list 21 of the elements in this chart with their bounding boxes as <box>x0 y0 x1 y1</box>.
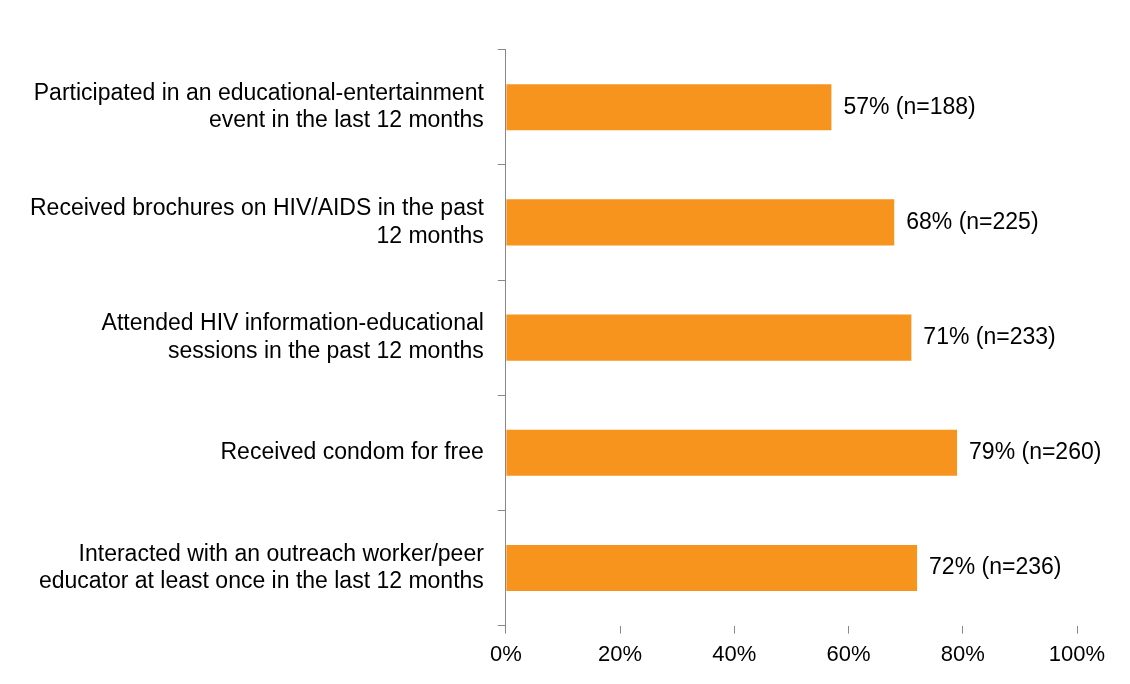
x-tick-label: 20% <box>598 640 643 666</box>
data-label: 57% (n=188) <box>843 92 976 119</box>
bar <box>506 544 918 592</box>
y-tick-label: Attended HIV information-educational sessions in the past 12 months <box>101 309 484 363</box>
y-tick-label: Received condom for free <box>220 438 484 465</box>
y-tick-label: Participated in an educational-entertainment event in the last 12 months <box>33 78 485 133</box>
bar <box>506 429 958 476</box>
x-tick-label: 60% <box>826 640 871 666</box>
bar <box>506 314 912 361</box>
y-tick-label: Received brochures on HIV/AIDS in the past 12 months <box>29 193 485 248</box>
data-label: 68% (n=225) <box>906 207 1039 234</box>
x-tick-label: 100% <box>1048 640 1106 666</box>
x-tick-label: 0% <box>489 640 522 666</box>
data-label: 71% (n=233) <box>923 322 1056 349</box>
bar <box>506 199 895 246</box>
bar <box>506 84 832 131</box>
x-tick-label: 80% <box>940 640 985 666</box>
data-label: 72% (n=236) <box>929 553 1062 580</box>
data-label: 79% (n=260) <box>969 438 1102 465</box>
x-tick-label: 40% <box>712 640 757 666</box>
y-tick-label: Interacted with an outreach worker/peer educator at least once in the last 12 months <box>38 539 485 594</box>
